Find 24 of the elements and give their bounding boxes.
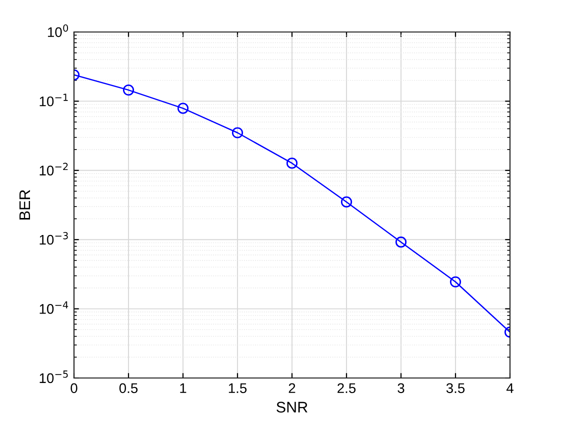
- x-tick-label: 3.5: [446, 383, 465, 394]
- point: [340, 196, 352, 208]
- point: [122, 84, 134, 96]
- x-tick-label: 0: [70, 383, 78, 394]
- point: [177, 102, 189, 114]
- y-axis-title: BER: [19, 190, 30, 220]
- point: [395, 236, 407, 248]
- x-tick-label: 4: [506, 383, 514, 393]
- x-tick-label: 3: [398, 383, 404, 394]
- y-tick-label: 10$^{−4}$: [40, 301, 68, 314]
- point: [286, 158, 298, 169]
- y-tick-label: 10$^{−3}$: [40, 232, 68, 245]
- x-tick-label: 2.5: [338, 383, 356, 394]
- x-tick-label: 1: [180, 383, 186, 393]
- y-tick-label: 10$^{−2}$: [40, 162, 68, 176]
- point: [232, 127, 244, 138]
- y-tick-label: 10$^{0}$: [48, 24, 68, 38]
- y-tick-label: 10$^{−5}$: [40, 370, 68, 384]
- x-tick-label: 2: [288, 383, 296, 393]
- y-tick-label: 10$^{−1}$: [40, 94, 68, 106]
- x-tick-label: 1.5: [228, 383, 247, 394]
- x-tick-label: 0.5: [119, 383, 138, 394]
- point: [450, 276, 462, 288]
- x-axis-title: SNR: [276, 402, 308, 413]
